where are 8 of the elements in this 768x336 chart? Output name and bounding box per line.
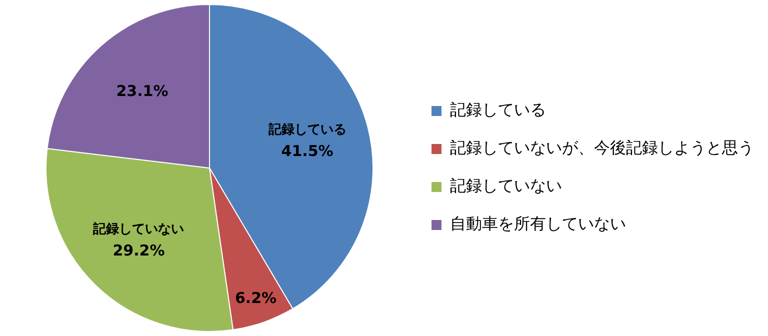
data-label: 6.2% (234, 288, 277, 307)
data-label: 23.1% (116, 82, 168, 100)
data-label: 記録している 41.5% (267, 122, 346, 160)
legend-label: 記録している (450, 100, 546, 120)
legend-label: 記録していない (450, 176, 562, 196)
data-label: 記録していない 29.2% (92, 220, 184, 260)
legend-label: 自動車を所有していない (450, 214, 626, 234)
legend-label: 記録していないが、今後記録しようと思う (450, 138, 754, 158)
